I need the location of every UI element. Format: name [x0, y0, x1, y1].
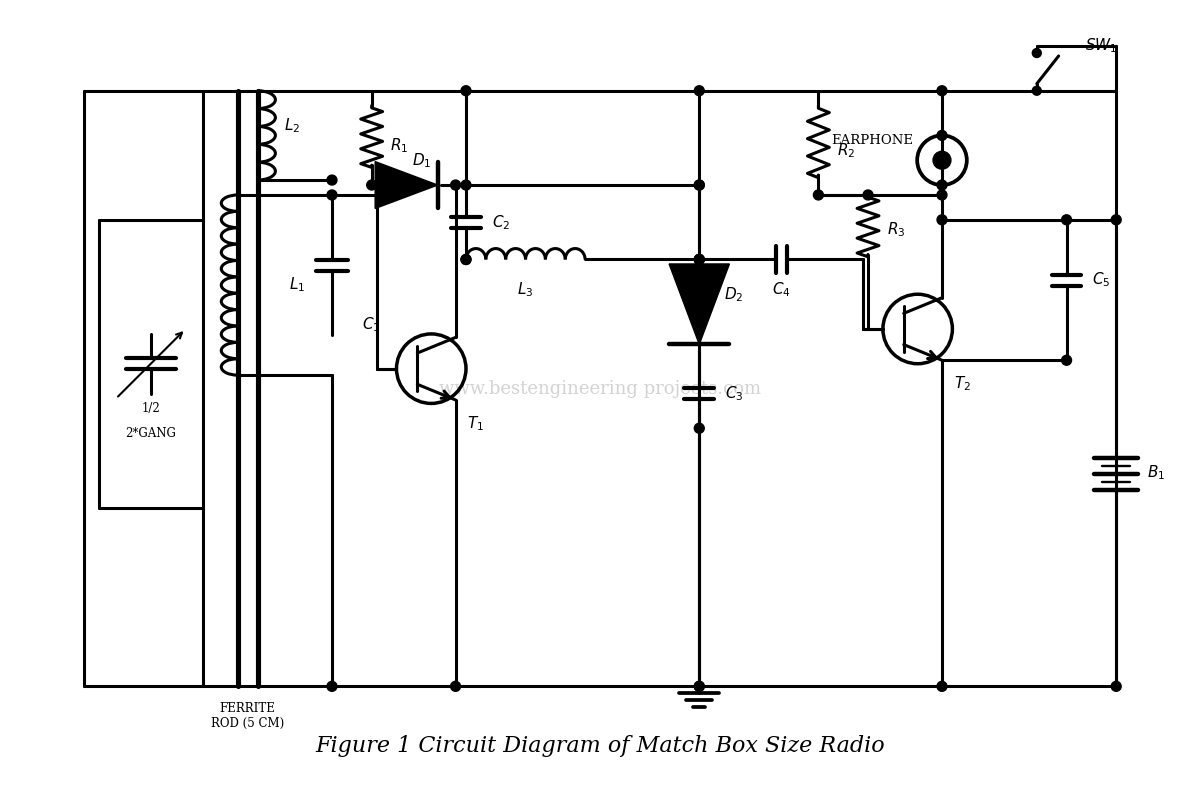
- Circle shape: [695, 254, 704, 264]
- Circle shape: [695, 423, 704, 433]
- Text: FERRITE
ROD (5 CM): FERRITE ROD (5 CM): [211, 702, 284, 730]
- Circle shape: [328, 682, 337, 691]
- Circle shape: [695, 86, 704, 96]
- Text: $B_1$: $B_1$: [1147, 464, 1165, 482]
- Text: $L_3$: $L_3$: [517, 280, 534, 298]
- Circle shape: [695, 682, 704, 691]
- Circle shape: [1062, 215, 1072, 225]
- Circle shape: [695, 180, 704, 190]
- Text: $C_1$: $C_1$: [362, 316, 380, 334]
- Circle shape: [937, 131, 947, 140]
- Text: 1/2: 1/2: [142, 402, 160, 415]
- Circle shape: [937, 180, 947, 190]
- Circle shape: [695, 682, 704, 691]
- Circle shape: [934, 151, 950, 169]
- Text: $C_5$: $C_5$: [1092, 271, 1110, 290]
- Polygon shape: [376, 161, 438, 209]
- Circle shape: [937, 190, 947, 200]
- Circle shape: [937, 215, 947, 225]
- Text: $R_3$: $R_3$: [887, 220, 905, 239]
- Polygon shape: [670, 264, 730, 345]
- Text: Figure 1 Circuit Diagram of Match Box Size Radio: Figure 1 Circuit Diagram of Match Box Si…: [316, 735, 884, 757]
- Text: $R_2$: $R_2$: [838, 141, 856, 160]
- Circle shape: [461, 180, 470, 190]
- Text: $C_3$: $C_3$: [725, 384, 743, 403]
- Circle shape: [461, 254, 470, 264]
- Circle shape: [1032, 87, 1042, 95]
- Circle shape: [1062, 355, 1072, 365]
- Circle shape: [863, 190, 872, 200]
- Circle shape: [1111, 682, 1121, 691]
- Circle shape: [451, 180, 461, 190]
- Circle shape: [937, 86, 947, 96]
- Text: $L_2$: $L_2$: [284, 116, 300, 135]
- Circle shape: [1111, 215, 1121, 225]
- Text: $D_2$: $D_2$: [725, 285, 744, 304]
- Circle shape: [328, 176, 337, 185]
- Text: 2*GANG: 2*GANG: [125, 427, 176, 440]
- Text: $SW_1$: $SW_1$: [1085, 37, 1117, 55]
- Text: $T_2$: $T_2$: [954, 375, 971, 393]
- Circle shape: [328, 190, 337, 200]
- Circle shape: [695, 254, 704, 264]
- Circle shape: [1032, 49, 1042, 57]
- Circle shape: [367, 180, 377, 190]
- Text: $T_1$: $T_1$: [467, 414, 485, 433]
- Text: $C_2$: $C_2$: [492, 213, 510, 231]
- Text: www.bestengineering projects.com: www.bestengineering projects.com: [439, 379, 761, 397]
- Circle shape: [695, 180, 704, 190]
- Circle shape: [937, 682, 947, 691]
- Text: $C_4$: $C_4$: [772, 280, 791, 298]
- Circle shape: [451, 682, 461, 691]
- Text: EARPHONE: EARPHONE: [832, 134, 913, 147]
- Text: $L_1$: $L_1$: [289, 275, 305, 294]
- Circle shape: [461, 86, 470, 96]
- Circle shape: [814, 190, 823, 200]
- Circle shape: [461, 254, 470, 264]
- Circle shape: [695, 254, 704, 264]
- Text: $D_1$: $D_1$: [412, 151, 431, 169]
- Text: $R_1$: $R_1$: [390, 136, 409, 155]
